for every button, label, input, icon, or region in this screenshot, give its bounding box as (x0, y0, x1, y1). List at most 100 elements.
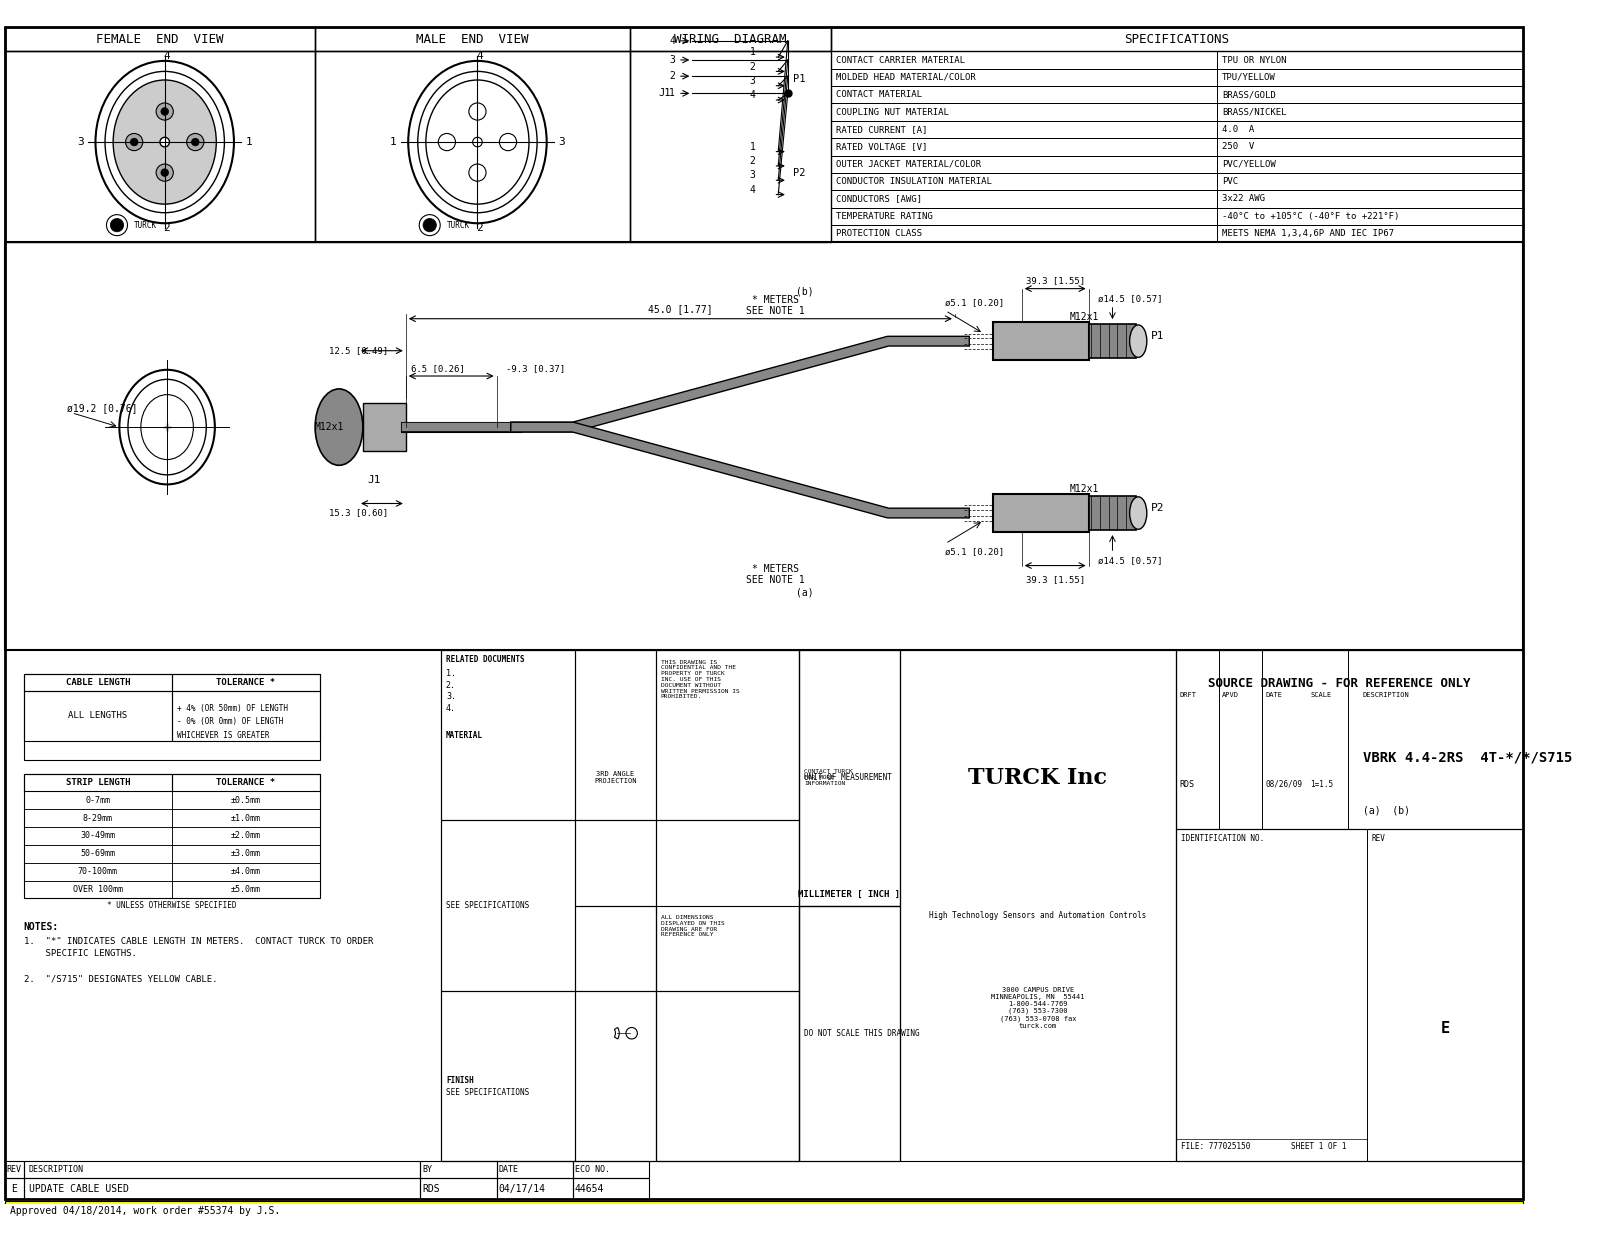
Text: BY: BY (422, 1165, 432, 1174)
Text: MEETS NEMA 1,3,4,6P AND IEC IP67: MEETS NEMA 1,3,4,6P AND IEC IP67 (1222, 229, 1394, 239)
Bar (171, 774, 320, 792)
Text: -40°C to +105°C (-40°F to +221°F): -40°C to +105°C (-40°F to +221°F) (1222, 212, 1400, 220)
Text: 3000 CAMPUS DRIVE
MINNEAPOLIS, MN  55441
1-800-544-7769
(763) 553-7300
(763) 553: 3000 CAMPUS DRIVE MINNEAPOLIS, MN 55441 … (992, 987, 1085, 1029)
Text: CONTACT CARRIER MATERIAL: CONTACT CARRIER MATERIAL (835, 56, 965, 64)
Ellipse shape (1130, 497, 1147, 529)
Ellipse shape (1130, 325, 1147, 357)
Text: 30-49mm: 30-49mm (80, 831, 115, 840)
Text: 39.3 [1.55]: 39.3 [1.55] (1026, 575, 1085, 584)
Text: TPU OR NYLON: TPU OR NYLON (1222, 56, 1286, 64)
Text: Approved 04/18/2014, work order #55374 by J.S.: Approved 04/18/2014, work order #55374 b… (10, 1206, 280, 1216)
Text: 1: 1 (749, 142, 755, 152)
Text: CONDUCTOR INSULATION MATERIAL: CONDUCTOR INSULATION MATERIAL (835, 177, 992, 186)
Text: ±5.0mm: ±5.0mm (230, 884, 261, 894)
Text: DESCRIPTION: DESCRIPTION (1363, 691, 1410, 698)
Bar (573, 1178, 650, 1199)
Bar (1088, 324, 1136, 359)
Text: 4: 4 (669, 36, 675, 46)
Bar (24, 774, 171, 792)
Bar (1088, 496, 1136, 531)
Text: MOLDED HEAD MATERIAL/COLOR: MOLDED HEAD MATERIAL/COLOR (835, 73, 976, 82)
Circle shape (469, 103, 486, 120)
Bar (171, 691, 320, 741)
Text: FEMALE  END  VIEW: FEMALE END VIEW (96, 33, 224, 46)
Bar (24, 845, 171, 862)
Text: REV: REV (6, 1165, 22, 1174)
Text: M12x1: M12x1 (315, 422, 344, 432)
Text: STRIP LENGTH: STRIP LENGTH (66, 778, 130, 787)
Bar (800, 905, 899, 1162)
Text: ALL DIMENSIONS
DISPLAYED ON THIS
DRAWING ARE FOR
REFERENCE ONLY: ALL DIMENSIONS DISPLAYED ON THIS DRAWING… (661, 915, 725, 938)
Text: WHICHEVER IS GREATER: WHICHEVER IS GREATER (176, 731, 269, 740)
Ellipse shape (141, 395, 194, 460)
Text: 4: 4 (475, 51, 483, 61)
Text: OVER 100mm: OVER 100mm (74, 884, 123, 894)
Bar (24, 1162, 421, 1178)
Bar (171, 845, 320, 862)
Bar (1176, 651, 1523, 829)
Bar (573, 1162, 650, 1178)
Text: 08/26/09: 08/26/09 (1266, 779, 1302, 789)
Circle shape (125, 134, 142, 151)
Bar (171, 862, 320, 881)
Text: APVD: APVD (1222, 691, 1240, 698)
Bar (1176, 651, 1523, 1162)
Text: ±1.0mm: ±1.0mm (230, 814, 261, 823)
Bar (830, 104, 1523, 121)
Bar (496, 1178, 573, 1199)
Circle shape (438, 134, 456, 151)
Text: RDS: RDS (1179, 779, 1194, 789)
Text: M12x1: M12x1 (1069, 312, 1099, 323)
Bar (830, 173, 1523, 190)
Circle shape (162, 168, 168, 177)
Bar (442, 991, 800, 1162)
Text: 3.: 3. (446, 693, 456, 701)
Text: UPDATE CABLE USED: UPDATE CABLE USED (29, 1184, 128, 1194)
Text: * METERS: * METERS (752, 564, 800, 574)
Text: 2: 2 (669, 72, 675, 82)
Circle shape (157, 103, 173, 120)
Text: 3: 3 (669, 54, 675, 64)
Text: CONTACT TURCK
FOR MORE
INFORMATION: CONTACT TURCK FOR MORE INFORMATION (805, 769, 853, 785)
Text: 2: 2 (163, 223, 170, 233)
Text: E: E (1440, 1021, 1450, 1035)
Text: (a)  (b): (a) (b) (1363, 807, 1410, 816)
Text: TPU/YELLOW: TPU/YELLOW (1222, 73, 1277, 82)
Text: 45.0 [1.77]: 45.0 [1.77] (648, 304, 712, 314)
Text: P1: P1 (1150, 332, 1165, 341)
Text: RATED VOLTAGE [V]: RATED VOLTAGE [V] (835, 142, 926, 151)
Bar (5, 1162, 24, 1178)
Bar (24, 691, 171, 741)
Ellipse shape (106, 72, 224, 213)
Ellipse shape (426, 80, 530, 204)
Text: COUPLING NUT MATERIAL: COUPLING NUT MATERIAL (835, 108, 949, 116)
Bar (830, 69, 1523, 87)
Bar (5, 52, 315, 242)
Bar (830, 52, 1523, 69)
Text: ±0.5mm: ±0.5mm (230, 795, 261, 805)
Text: * METERS: * METERS (752, 294, 800, 304)
Bar (24, 792, 171, 809)
Bar (5, 1201, 1523, 1218)
Circle shape (192, 139, 198, 146)
Text: 15.3 [0.60]: 15.3 [0.60] (330, 508, 389, 517)
Text: (b): (b) (795, 287, 813, 297)
Text: ø14.5 [0.57]: ø14.5 [0.57] (1098, 557, 1163, 565)
Circle shape (130, 139, 138, 146)
Bar (5, 1178, 24, 1199)
Text: DRFT: DRFT (1179, 691, 1197, 698)
Circle shape (157, 165, 173, 181)
Text: SEE SPECIFICATIONS: SEE SPECIFICATIONS (446, 1087, 530, 1096)
Text: ±4.0mm: ±4.0mm (230, 867, 261, 876)
Text: RELATED DOCUMENTS: RELATED DOCUMENTS (446, 656, 525, 664)
Text: SEE NOTE 1: SEE NOTE 1 (747, 575, 805, 585)
Bar (24, 774, 320, 898)
Bar (442, 651, 574, 1162)
Bar (5, 242, 1523, 651)
Bar (800, 905, 899, 1162)
Text: IDENTIFICATION NO.: IDENTIFICATION NO. (1181, 834, 1264, 842)
Text: DESCRIPTION: DESCRIPTION (29, 1165, 83, 1174)
Text: 44654: 44654 (574, 1184, 605, 1194)
Bar (830, 121, 1523, 139)
Text: SPECIFICATIONS: SPECIFICATIONS (1125, 33, 1229, 46)
